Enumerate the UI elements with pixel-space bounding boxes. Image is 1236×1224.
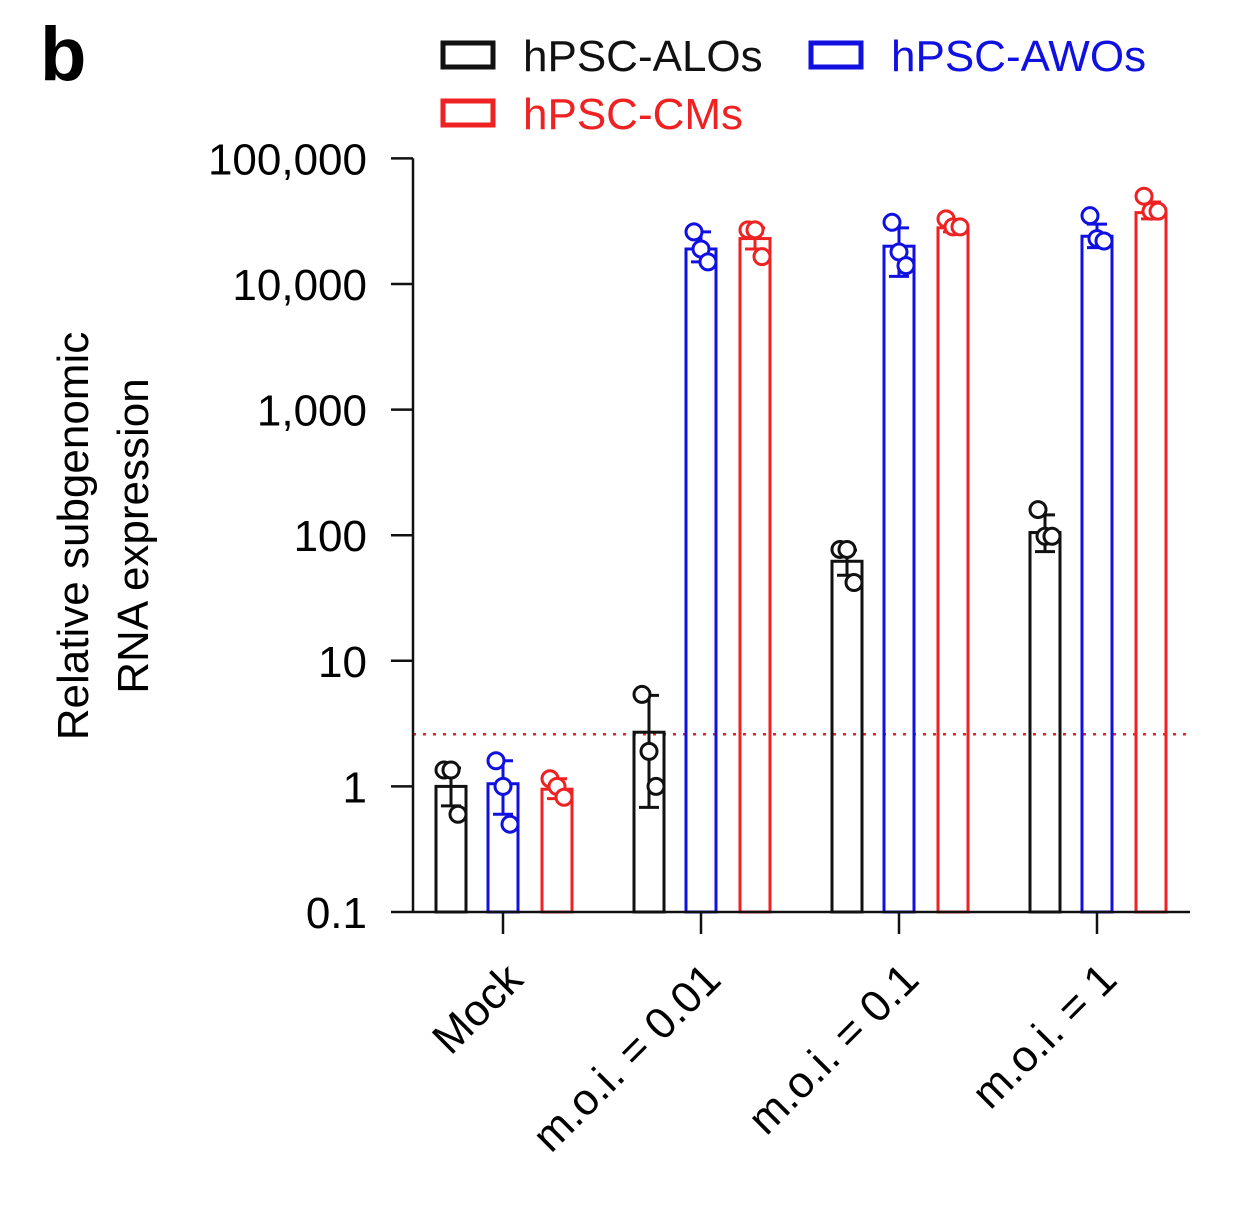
bar-s0-c3 <box>1028 531 1062 914</box>
panel-label: b <box>40 12 86 97</box>
point-s0-c1-0 <box>632 684 652 704</box>
bar-s1-c1 <box>684 247 718 914</box>
legend-label-1: hPSC-AWOs <box>891 32 1146 81</box>
bar-s2-c3 <box>1134 211 1168 914</box>
y-axis-label-line-1: Relative subgenomic <box>49 332 98 740</box>
point-s1-c2-0 <box>882 212 902 232</box>
y-tick-label-3: 100 <box>294 512 367 561</box>
point-s1-c3-0 <box>1080 206 1100 226</box>
point-s0-c0-1 <box>441 760 461 780</box>
point-s2-c3-2 <box>1148 201 1168 221</box>
bar-s1-c2 <box>882 244 916 914</box>
point-s0-c3-0 <box>1028 500 1048 520</box>
point-s2-c3-0 <box>1134 186 1154 206</box>
point-s1-c1-2 <box>698 252 718 272</box>
y-tick-label-0: 0.1 <box>306 889 367 938</box>
legend-swatch-1 <box>808 40 864 70</box>
y-axis-label-line-2: RNA expression <box>109 378 158 693</box>
point-s0-c2-2 <box>844 573 864 593</box>
point-s1-c0-0 <box>486 751 506 771</box>
bar-s1-c3 <box>1080 234 1114 914</box>
bar-s2-c0 <box>540 787 574 914</box>
bar-s2-c1 <box>738 237 772 914</box>
bars-group <box>434 186 1168 914</box>
point-s1-c3-2 <box>1094 231 1114 251</box>
x-tick-label-0: Mock <box>423 954 533 1064</box>
legend-swatch-0 <box>440 40 496 70</box>
point-s2-c2-2 <box>950 217 970 237</box>
point-s0-c0-2 <box>448 804 468 824</box>
x-tick-label-3: m.o.i. = 1 <box>963 954 1126 1117</box>
x-tick-label-2: m.o.i. = 0.1 <box>739 954 928 1143</box>
point-s2-c0-2 <box>554 787 574 807</box>
point-s0-c1-1 <box>639 741 659 761</box>
point-s1-c2-2 <box>896 256 916 276</box>
y-tick-label-5: 10,000 <box>232 261 367 310</box>
legend-swatch-2 <box>440 98 496 128</box>
point-s1-c1-0 <box>684 222 704 242</box>
point-s2-c1-2 <box>752 247 772 267</box>
point-s1-c0-1 <box>493 776 513 796</box>
y-tick-label-6: 100,000 <box>208 135 367 184</box>
legend-label-2: hPSC-CMs <box>523 90 743 139</box>
y-tick-label-4: 1,000 <box>257 387 367 436</box>
bar-s2-c2 <box>936 226 970 914</box>
point-s0-c3-2 <box>1042 526 1062 546</box>
x-tick-label-1: m.o.i. = 0.01 <box>523 954 730 1161</box>
point-s0-c1-2 <box>646 776 666 796</box>
bar-s0-c2 <box>830 559 864 914</box>
legend: hPSC-ALOs hPSC-AWOs hPSC-CMs <box>440 32 1146 139</box>
point-s1-c0-2 <box>500 814 520 834</box>
legend-label-0: hPSC-ALOs <box>523 32 763 81</box>
y-tick-label-2: 10 <box>318 638 367 687</box>
point-s2-c1-1 <box>745 220 765 240</box>
point-s0-c2-1 <box>837 539 857 559</box>
y-tick-label-1: 1 <box>343 763 367 812</box>
